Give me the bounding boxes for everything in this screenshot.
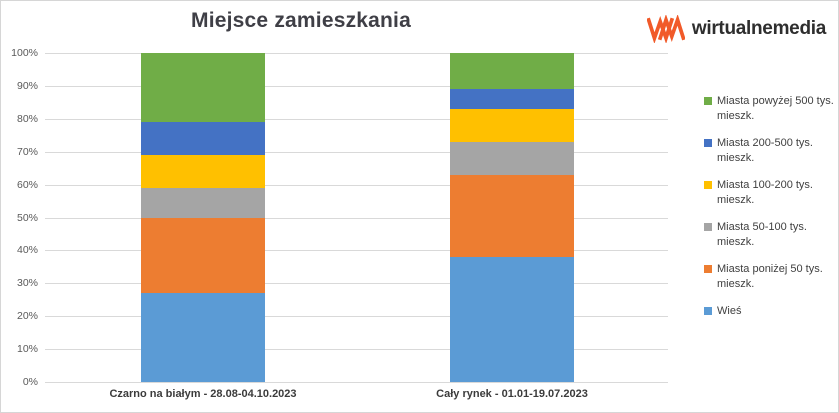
y-axis-tick-40%: 40% [16, 244, 38, 257]
legend: Miasta powyżej 500 tys. mieszk. Miasta 20… [704, 94, 836, 319]
bar-segment [450, 141, 574, 175]
legend-swatch-icon [704, 181, 712, 189]
y-axis-tick-30%: 30% [16, 277, 38, 290]
bar-segment [141, 187, 265, 218]
gridline-80% [45, 118, 668, 120]
x-axis-label-1: Czarno na białym - 28.08-04.10.2023 [109, 388, 297, 400]
plot-area: 0% 10% 20% 30% 40% 50% 60% 70% 80% 90% 100% [11, 47, 668, 388]
gridline-30% [45, 283, 668, 285]
legend-item: Miasta 100-200 tys. mieszk. [704, 178, 836, 207]
y-axis-tick-70%: 70% [16, 145, 38, 158]
bar-segment [141, 217, 265, 294]
legend-label: Miasta 100-200 tys. mieszk. [717, 179, 813, 206]
legend-label: Wieś [717, 305, 742, 317]
bar-segment [141, 293, 265, 382]
legend-swatch-icon [704, 97, 712, 105]
legend-label: Miasta poniżej 50 tys. mieszk. [717, 263, 823, 290]
y-axis-tick-10%: 10% [16, 343, 38, 356]
gridline-100% [45, 53, 668, 54]
bar-segment [450, 108, 574, 142]
stacked-bar-2 [450, 53, 574, 382]
bar-segment [450, 174, 574, 257]
y-axis-tick-100%: 100% [11, 47, 38, 59]
bar-segment [450, 89, 574, 109]
wirtualnemedia-logo-text: wirtualnemedia [691, 18, 826, 39]
wirtualnemedia-logo: wirtualnemedia [646, 15, 826, 43]
legend-item: Wieś [704, 304, 836, 319]
legend-item: Miasta 200-500 tys. mieszk. [704, 136, 836, 165]
legend-label: Miasta 200-500 tys. mieszk. [717, 137, 813, 164]
bar-segment [450, 53, 574, 90]
legend-swatch-icon [704, 307, 712, 315]
gridline-0% [45, 382, 668, 383]
bar-segment [141, 155, 265, 188]
x-axis-label-2: Cały rynek - 01.01-19.07.2023 [436, 388, 588, 400]
gridline-40% [45, 250, 668, 252]
wirtualnemedia-logo-mark [646, 15, 685, 43]
legend-item: Miasta 50-100 tys. mieszk. [704, 220, 836, 249]
y-axis-tick-90%: 90% [16, 79, 38, 92]
gridline-20% [45, 316, 668, 318]
legend-item: Miasta poniżej 50 tys. mieszk. [704, 262, 836, 291]
y-axis-tick-60%: 60% [16, 178, 38, 191]
y-axis-tick-80%: 80% [16, 112, 38, 125]
bar-segment [141, 122, 265, 156]
legend-swatch-icon [704, 223, 712, 231]
y-axis-tick-50%: 50% [16, 211, 38, 224]
chart-title: Miejsce zamieszkania [191, 9, 411, 32]
stacked-bar-1 [141, 53, 265, 382]
gridline-60% [45, 184, 668, 186]
legend-label: Miasta powyżej 500 tys. mieszk. [717, 95, 834, 122]
gridline-90% [45, 85, 668, 87]
bar-segment [450, 256, 574, 382]
y-axis-tick-20%: 20% [16, 310, 38, 323]
bar-segment [141, 53, 265, 123]
legend-label: Miasta 50-100 tys. mieszk. [717, 221, 807, 248]
legend-item: Miasta powyżej 500 tys. mieszk. [704, 94, 836, 123]
gridline-10% [45, 349, 668, 351]
gridline-70% [45, 151, 668, 153]
legend-swatch-icon [704, 265, 712, 273]
legend-swatch-icon [704, 139, 712, 147]
gridline-50% [45, 217, 668, 219]
y-axis-tick-0%: 0% [22, 376, 38, 388]
